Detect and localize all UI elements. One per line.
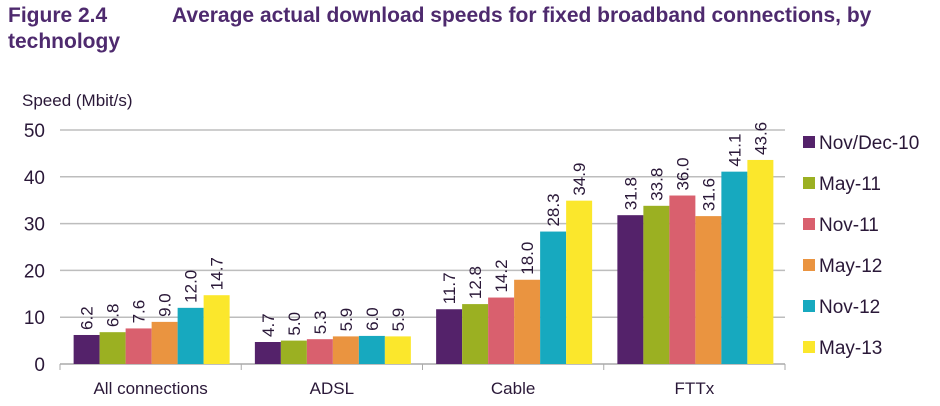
- bar: [73, 334, 100, 364]
- bar: [462, 304, 489, 364]
- y-tick-label: 30: [24, 215, 45, 236]
- bar: [151, 321, 178, 364]
- bar: [99, 332, 126, 364]
- bar: [669, 195, 696, 364]
- y-tick-label: 20: [24, 261, 45, 282]
- x-tick-label: Cable: [491, 379, 535, 398]
- bar: [332, 336, 359, 364]
- data-label: 6.0: [363, 307, 382, 331]
- bar: [280, 340, 307, 364]
- bar: [514, 279, 541, 364]
- data-label: 5.9: [389, 308, 408, 332]
- y-tick-label: 50: [24, 121, 45, 142]
- data-label: 5.3: [311, 311, 330, 335]
- y-tick-label: 0: [34, 355, 45, 376]
- bar: [254, 342, 281, 364]
- data-label: 12.0: [182, 270, 201, 303]
- data-label: 6.8: [104, 304, 123, 328]
- bar: [125, 328, 152, 364]
- legend-swatch: [803, 218, 815, 230]
- data-label: 31.8: [621, 177, 640, 210]
- x-tick-label: FTTx: [675, 379, 715, 398]
- data-label: 12.8: [466, 266, 485, 299]
- legend-swatch: [803, 136, 815, 148]
- data-label: 41.1: [725, 134, 744, 167]
- chart-title-line2: technology: [8, 30, 121, 53]
- bar: [540, 231, 567, 364]
- legend-label: Nov/Dec-10: [819, 133, 919, 154]
- data-label: 5.9: [337, 308, 356, 332]
- bar: [384, 336, 411, 364]
- data-label: 28.3: [544, 193, 563, 226]
- bar: [695, 216, 722, 364]
- legend-swatch: [803, 177, 815, 189]
- data-label: 18.0: [518, 242, 537, 275]
- data-label: 33.8: [647, 168, 666, 201]
- bar: [747, 159, 774, 364]
- bar: [177, 307, 204, 364]
- legend-swatch: [803, 259, 815, 271]
- data-label: 9.0: [156, 293, 175, 317]
- bar: [643, 205, 670, 364]
- y-tick-label: 10: [24, 308, 45, 329]
- data-label: 36.0: [673, 157, 692, 190]
- x-tick-label: ADSL: [310, 379, 354, 398]
- x-tick-label: All connections: [93, 379, 207, 398]
- legend-label: Nov-12: [819, 297, 880, 318]
- y-tick-label: 40: [24, 168, 45, 189]
- data-label: 34.9: [570, 163, 589, 196]
- bar: [721, 171, 748, 364]
- bar: [358, 335, 385, 364]
- data-label: 6.2: [78, 306, 97, 330]
- data-label: 4.7: [259, 313, 278, 337]
- legend-swatch: [803, 341, 815, 353]
- bar: [488, 297, 515, 364]
- data-label: 43.6: [751, 122, 770, 155]
- legend-label: Nov-11: [819, 215, 879, 236]
- data-label: 11.7: [440, 272, 459, 304]
- bar: [306, 339, 333, 364]
- chart-title-line1: Average actual download speeds for fixed…: [172, 4, 872, 27]
- legend-label: May-13: [819, 338, 882, 359]
- bar: [617, 215, 644, 364]
- data-label: 14.7: [208, 257, 227, 290]
- legend-swatch: [803, 300, 815, 312]
- legend-label: May-12: [819, 256, 882, 277]
- data-label: 14.2: [492, 259, 511, 292]
- bar: [436, 309, 463, 364]
- y-axis-label: Speed (Mbit/s): [22, 91, 133, 110]
- data-label: 31.6: [699, 178, 718, 211]
- figure-label: Figure 2.4: [8, 4, 108, 27]
- legend-label: May-11: [819, 174, 881, 195]
- data-label: 7.6: [130, 300, 149, 324]
- bar: [203, 295, 230, 364]
- data-label: 5.0: [285, 312, 304, 336]
- bar: [566, 200, 593, 364]
